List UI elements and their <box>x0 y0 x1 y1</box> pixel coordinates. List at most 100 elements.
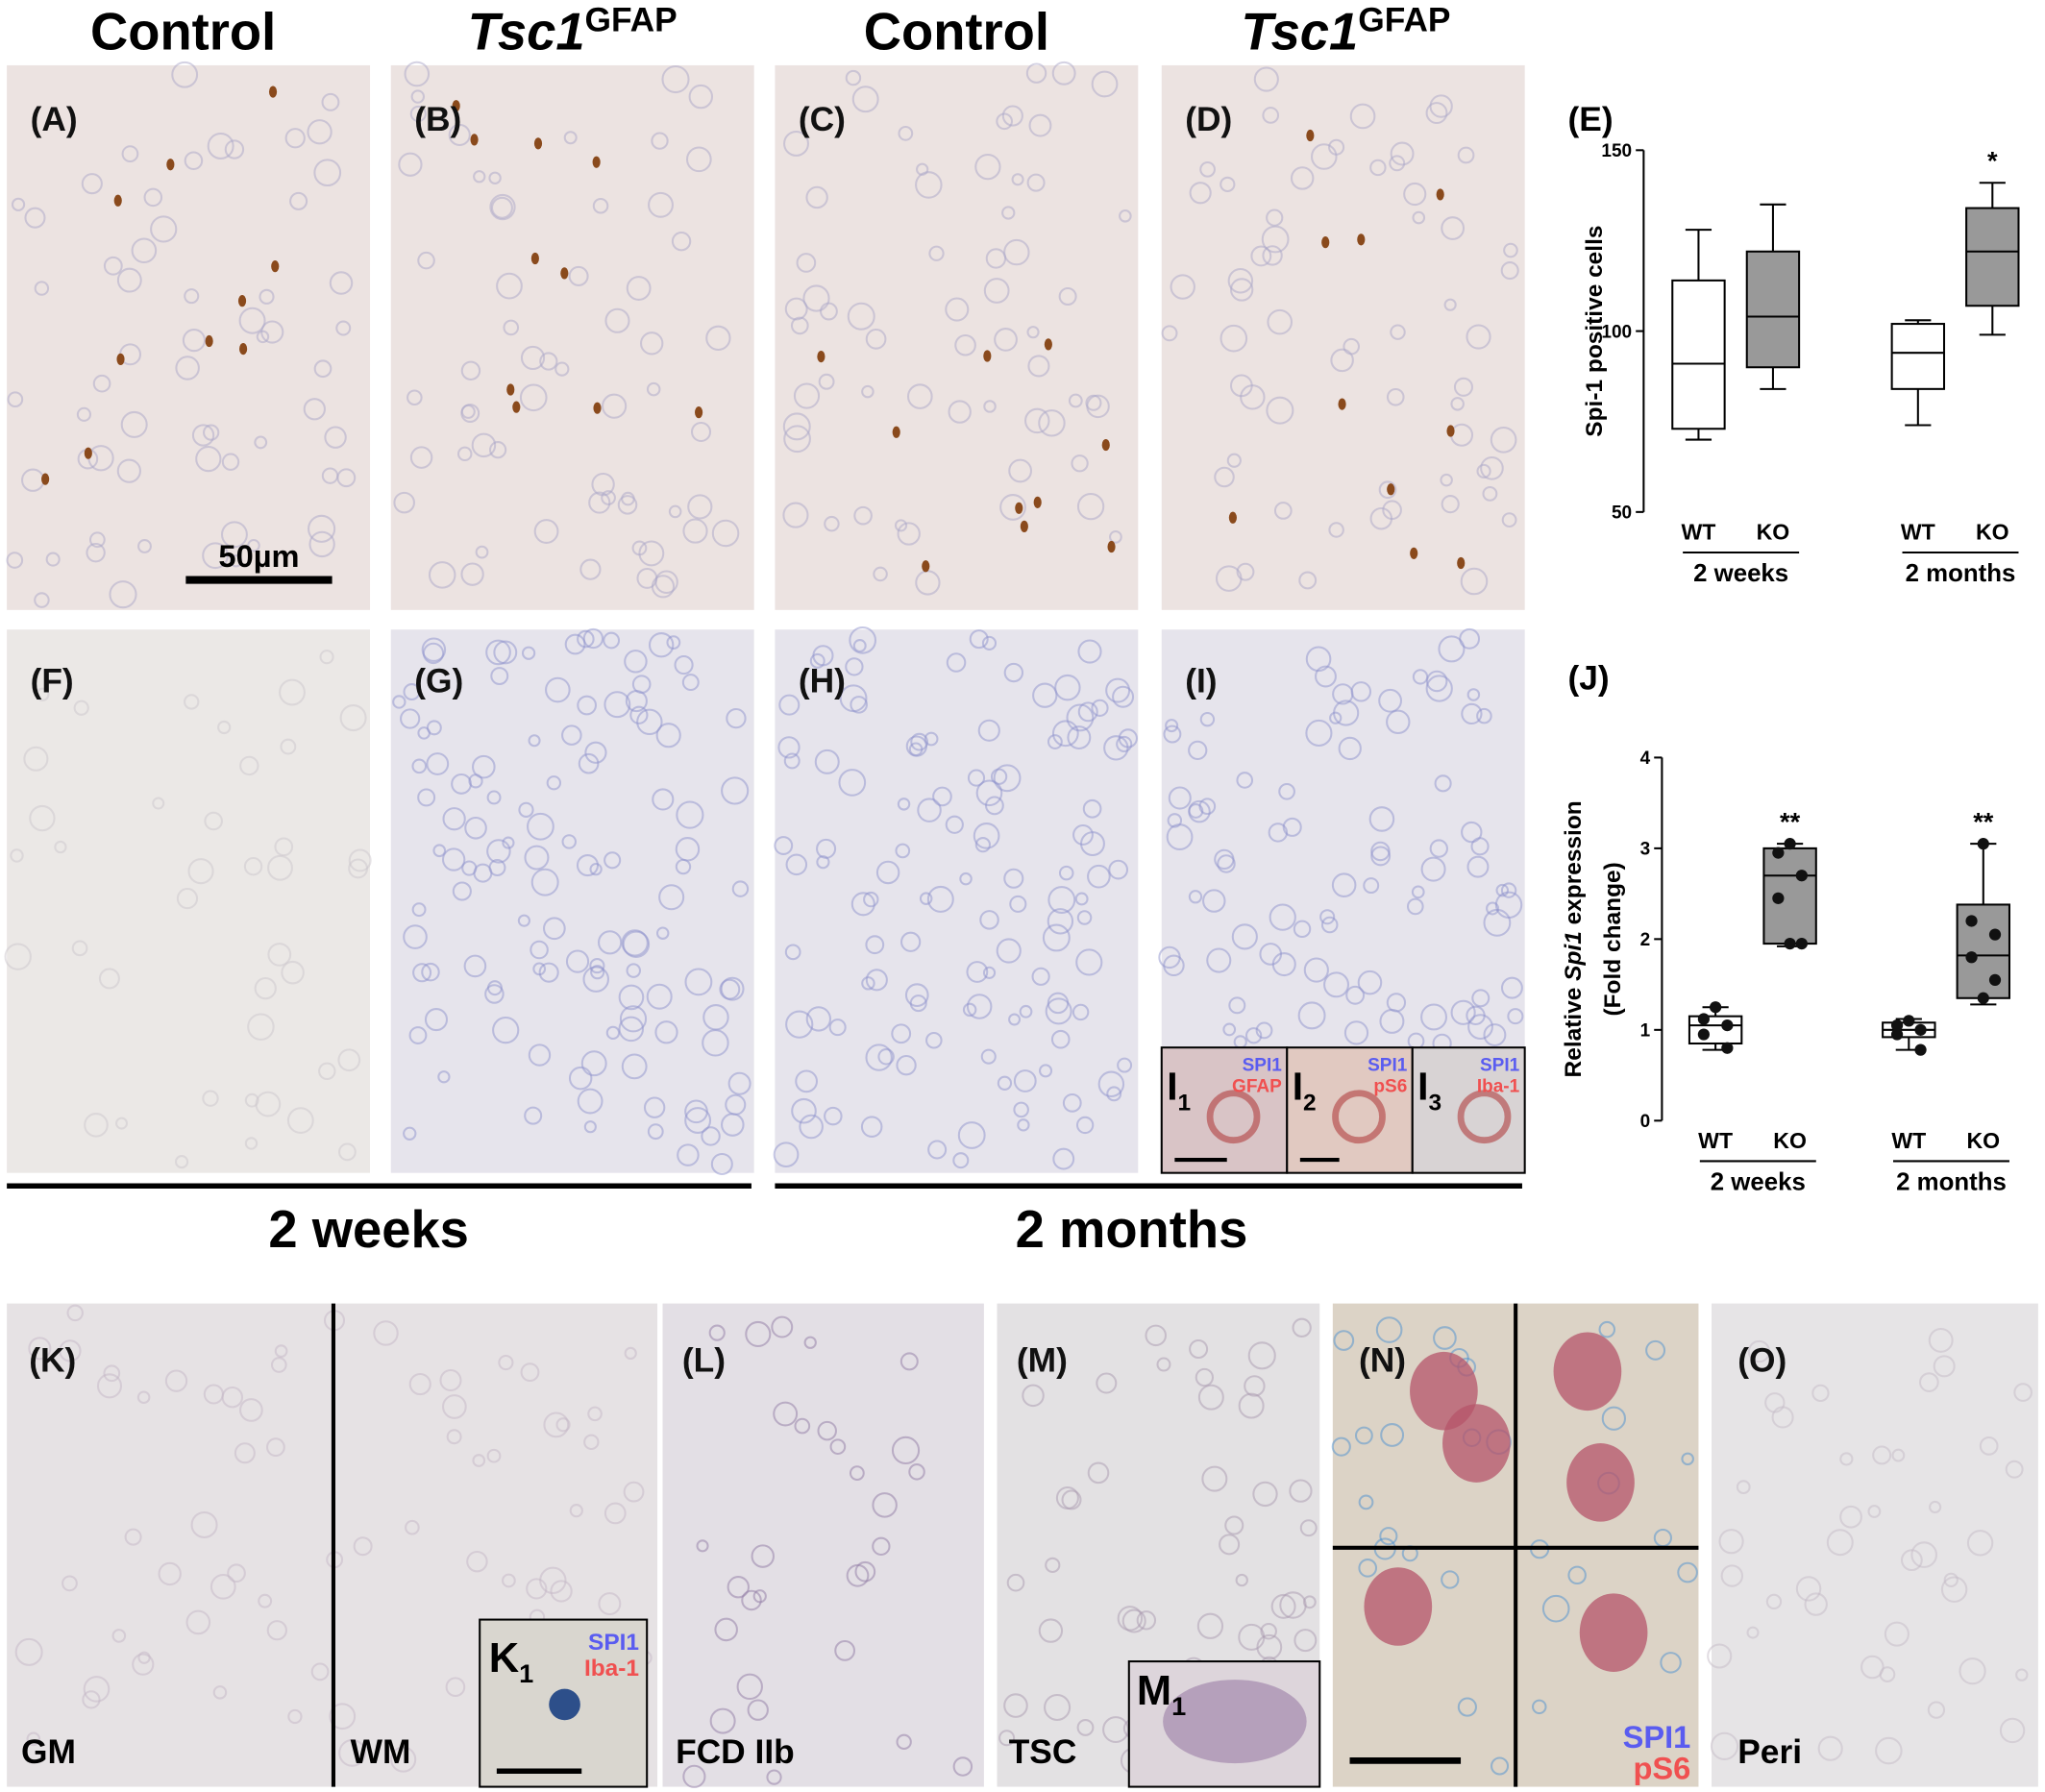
cell <box>1482 485 1498 502</box>
cell <box>1320 916 1339 934</box>
data-point <box>1890 1028 1904 1041</box>
inset-sub: 1 <box>1178 1090 1192 1116</box>
cell <box>687 494 713 520</box>
cell <box>1071 454 1089 473</box>
cell <box>799 1114 824 1140</box>
cell <box>1273 502 1293 520</box>
data-point <box>1710 1001 1722 1014</box>
cell <box>1370 846 1392 867</box>
cell <box>1202 889 1226 913</box>
cell <box>1480 455 1504 480</box>
cell <box>1940 1576 1968 1603</box>
cell <box>475 545 489 559</box>
cell <box>910 732 929 751</box>
panel-label: (L) <box>682 1341 726 1379</box>
cell <box>421 637 447 662</box>
cell <box>651 575 676 599</box>
cell <box>195 445 222 473</box>
cell <box>1928 1327 1954 1353</box>
cell <box>1038 409 1066 437</box>
micrograph <box>7 629 371 1173</box>
cell <box>121 145 139 163</box>
data-point <box>1914 1023 1927 1036</box>
cell <box>578 752 600 774</box>
box <box>1745 250 1801 369</box>
cell <box>1252 1481 1278 1508</box>
cell <box>983 278 1010 304</box>
cell <box>569 1504 583 1518</box>
cell <box>442 1394 467 1419</box>
cell <box>1050 1029 1071 1049</box>
cell <box>1052 1147 1075 1170</box>
data-point <box>1965 951 1978 964</box>
cell <box>828 1019 847 1037</box>
y-tick-label: 0 <box>1640 1112 1651 1132</box>
cell <box>783 425 811 454</box>
cell <box>407 389 423 406</box>
cell <box>865 935 885 955</box>
cell <box>164 1369 188 1392</box>
cell <box>654 570 678 595</box>
stained-cell <box>271 260 280 273</box>
cell <box>1765 1593 1783 1610</box>
stained-cell <box>560 267 569 280</box>
stained-cell <box>1579 1593 1648 1672</box>
column-header: Tsc1GFAP <box>468 2 678 61</box>
cell <box>1457 1697 1477 1717</box>
cell <box>896 1055 917 1076</box>
cell <box>1262 245 1283 266</box>
marker-label: pS6 <box>1633 1750 1690 1785</box>
cell <box>1466 855 1490 878</box>
cell <box>539 352 558 371</box>
cell <box>925 1031 943 1049</box>
cell <box>745 1320 772 1348</box>
cell <box>1363 877 1380 895</box>
cell <box>705 325 731 352</box>
cell <box>927 1140 948 1160</box>
cell <box>816 855 830 870</box>
cell <box>446 1429 462 1445</box>
cell <box>1013 1101 1029 1118</box>
cell <box>1163 724 1182 744</box>
cell <box>281 960 305 985</box>
group-label: 2 months <box>1896 1168 2007 1195</box>
cell <box>924 731 939 747</box>
x-tick-label: WT <box>1698 1128 1733 1153</box>
cell <box>279 678 306 706</box>
cell <box>2013 1383 2033 1402</box>
cell <box>489 193 516 221</box>
cell <box>448 123 471 147</box>
cell <box>1500 261 1519 281</box>
cell <box>682 518 708 544</box>
cell <box>1450 397 1465 411</box>
cell <box>212 1685 228 1700</box>
cell <box>519 383 548 412</box>
cell <box>158 1561 182 1586</box>
panel-label: (D) <box>1185 101 1232 138</box>
stained-cell <box>593 402 602 414</box>
cell <box>403 924 428 949</box>
cell <box>604 1502 627 1525</box>
cell <box>111 1629 127 1643</box>
cell <box>583 1120 597 1134</box>
cell <box>785 1010 814 1039</box>
cell <box>1500 976 1523 999</box>
cell <box>1879 1666 1896 1682</box>
cell <box>1425 675 1453 702</box>
micrograph <box>775 64 1139 610</box>
panel-label: (H) <box>799 662 846 700</box>
cell <box>589 863 603 876</box>
cell <box>1660 1652 1682 1674</box>
significance: ** <box>1780 807 1801 837</box>
cell <box>116 458 141 483</box>
cell <box>598 930 623 955</box>
cell <box>266 1437 285 1458</box>
cell <box>1943 1572 1959 1587</box>
cell <box>1051 720 1079 748</box>
cell <box>845 69 862 86</box>
cell <box>1289 1479 1313 1503</box>
micrograph <box>390 629 754 1173</box>
cell <box>676 800 704 829</box>
cell <box>1076 1719 1095 1736</box>
panel-label: (O) <box>1737 1341 1786 1379</box>
